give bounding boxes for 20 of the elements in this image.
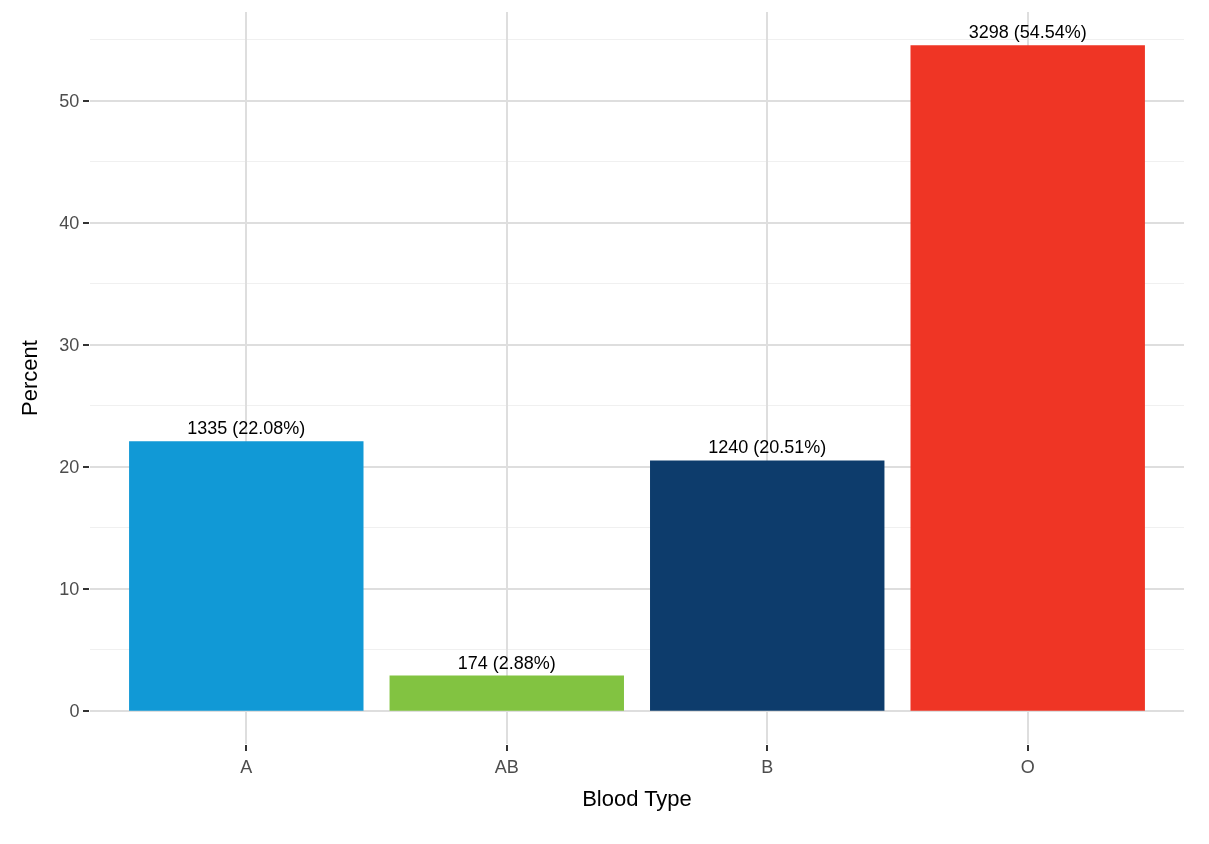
y-tick-label: 20 bbox=[59, 457, 80, 478]
bar bbox=[389, 675, 624, 711]
bar bbox=[910, 45, 1145, 711]
x-tick-label: B bbox=[761, 756, 774, 777]
data-label: 3298 (54.54%) bbox=[968, 22, 1087, 43]
data-label: 174 (2.88%) bbox=[457, 652, 556, 673]
y-axis-title: Percent bbox=[17, 340, 43, 416]
x-tick-label: A bbox=[240, 756, 253, 777]
y-tick-label: 50 bbox=[59, 91, 80, 111]
y-tick-label: 30 bbox=[59, 335, 80, 356]
bar bbox=[129, 441, 364, 711]
y-tick-label: 0 bbox=[69, 701, 80, 722]
x-tick-label: O bbox=[1020, 756, 1035, 777]
x-axis-title: Blood Type bbox=[582, 786, 692, 812]
data-label: 1335 (22.08%) bbox=[187, 418, 306, 439]
x-tick-label: AB bbox=[494, 756, 519, 777]
bar bbox=[650, 460, 885, 711]
data-label: 1240 (20.51%) bbox=[708, 437, 827, 458]
y-tick-label: 10 bbox=[59, 579, 80, 600]
y-tick-label: 40 bbox=[59, 213, 80, 233]
